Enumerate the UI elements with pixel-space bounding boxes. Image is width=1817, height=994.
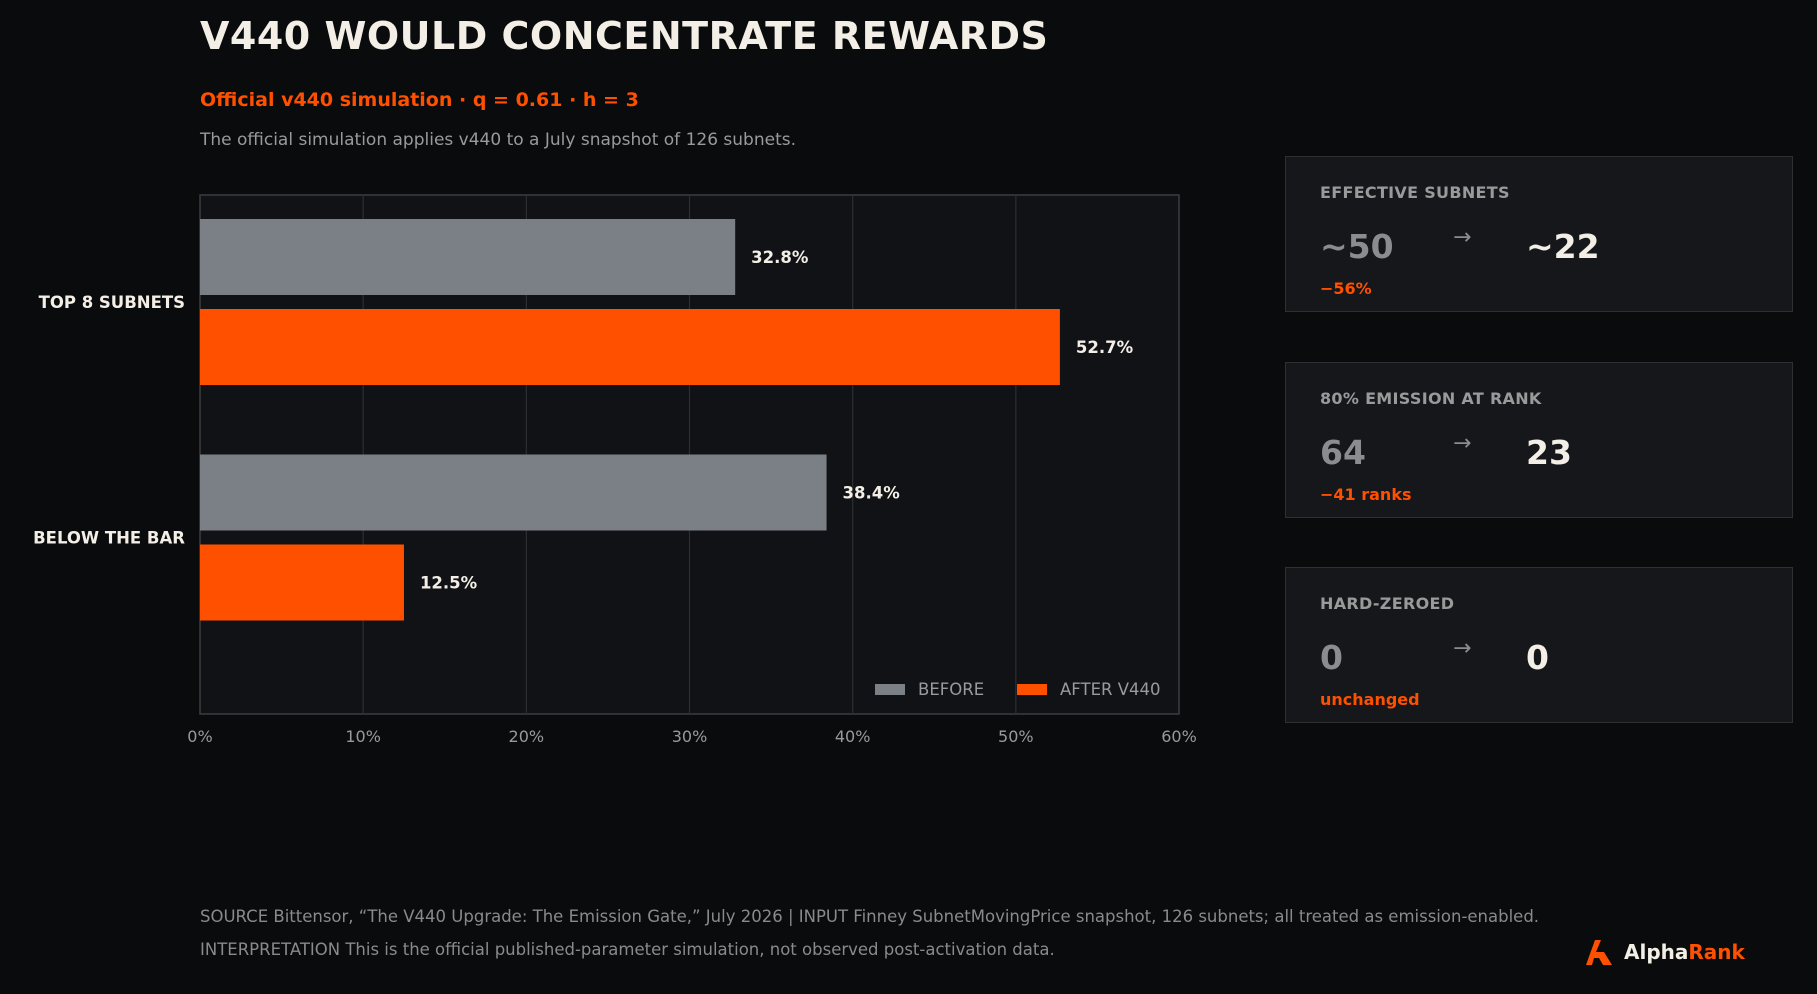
- x-tick-label: 50%: [998, 727, 1034, 746]
- x-tick-label: 30%: [672, 727, 708, 746]
- data-label: 52.7%: [1076, 338, 1134, 357]
- brand-logo: Alpha Rank: [1584, 938, 1745, 966]
- card-after-value: 23: [1526, 433, 1572, 472]
- category-label: BELOW THE BAR: [33, 529, 185, 548]
- x-tick-label: 0%: [187, 727, 212, 746]
- card-label: 80% EMISSION AT RANK: [1320, 389, 1542, 408]
- data-label: 38.4%: [843, 484, 901, 503]
- bar-chart: 0% 10% 20% 30% 40% 50% 60% TOP 8 SUBNETS 32.8% 52…: [33, 194, 1197, 746]
- x-tick-label: 10%: [345, 727, 381, 746]
- card-delta: −41 ranks: [1320, 485, 1412, 504]
- brand-alpha: Alpha: [1624, 940, 1689, 964]
- card-delta: unchanged: [1320, 690, 1420, 709]
- bar-before: [200, 219, 736, 295]
- stat-card-emission-rank: 80% EMISSION AT RANK 64 → 23 −41 ranks: [1285, 362, 1793, 518]
- page-title: V440 WOULD CONCENTRATE REWARDS: [200, 14, 1049, 58]
- category-label: TOP 8 SUBNETS: [39, 293, 185, 312]
- alpharank-logo-icon: [1586, 940, 1612, 965]
- bar-before: [200, 454, 827, 531]
- data-label: 32.8%: [751, 248, 809, 267]
- card-before-value: 0: [1320, 638, 1343, 677]
- arrow-right-icon: →: [1453, 225, 1472, 250]
- x-tick-label: 40%: [835, 727, 871, 746]
- card-before-value: ~50: [1320, 227, 1394, 266]
- card-delta: −56%: [1320, 279, 1372, 298]
- legend-label: BEFORE: [918, 680, 984, 699]
- card-label: EFFECTIVE SUBNETS: [1320, 183, 1510, 202]
- legend-swatch: [1017, 684, 1047, 695]
- card-before-value: 64: [1320, 433, 1366, 472]
- arrow-right-icon: →: [1453, 431, 1472, 456]
- bar-after: [200, 544, 404, 621]
- card-label: HARD-ZEROED: [1320, 594, 1455, 613]
- legend-label: AFTER V440: [1060, 680, 1160, 699]
- data-label: 12.5%: [420, 574, 478, 593]
- brand-rank: Rank: [1688, 940, 1745, 964]
- footer-interpretation: INTERPRETATION This is the official publ…: [200, 940, 1055, 959]
- stat-card-hard-zeroed: HARD-ZEROED 0 → 0 unchanged: [1285, 567, 1793, 723]
- footer-source: SOURCE Bittensor, “The V440 Upgrade: The…: [200, 907, 1540, 926]
- page-subtitle: Official v440 simulation · q = 0.61 · h …: [200, 89, 639, 111]
- arrow-right-icon: →: [1453, 636, 1472, 661]
- legend-swatch: [875, 684, 905, 695]
- x-tick-label: 20%: [509, 727, 545, 746]
- x-tick-label: 60%: [1161, 727, 1197, 746]
- card-after-value: ~22: [1526, 227, 1600, 266]
- card-after-value: 0: [1526, 638, 1549, 677]
- bar-after: [200, 309, 1060, 385]
- stat-card-effective-subnets: EFFECTIVE SUBNETS ~50 → ~22 −56%: [1285, 156, 1793, 312]
- page-description: The official simulation applies v440 to …: [200, 130, 797, 150]
